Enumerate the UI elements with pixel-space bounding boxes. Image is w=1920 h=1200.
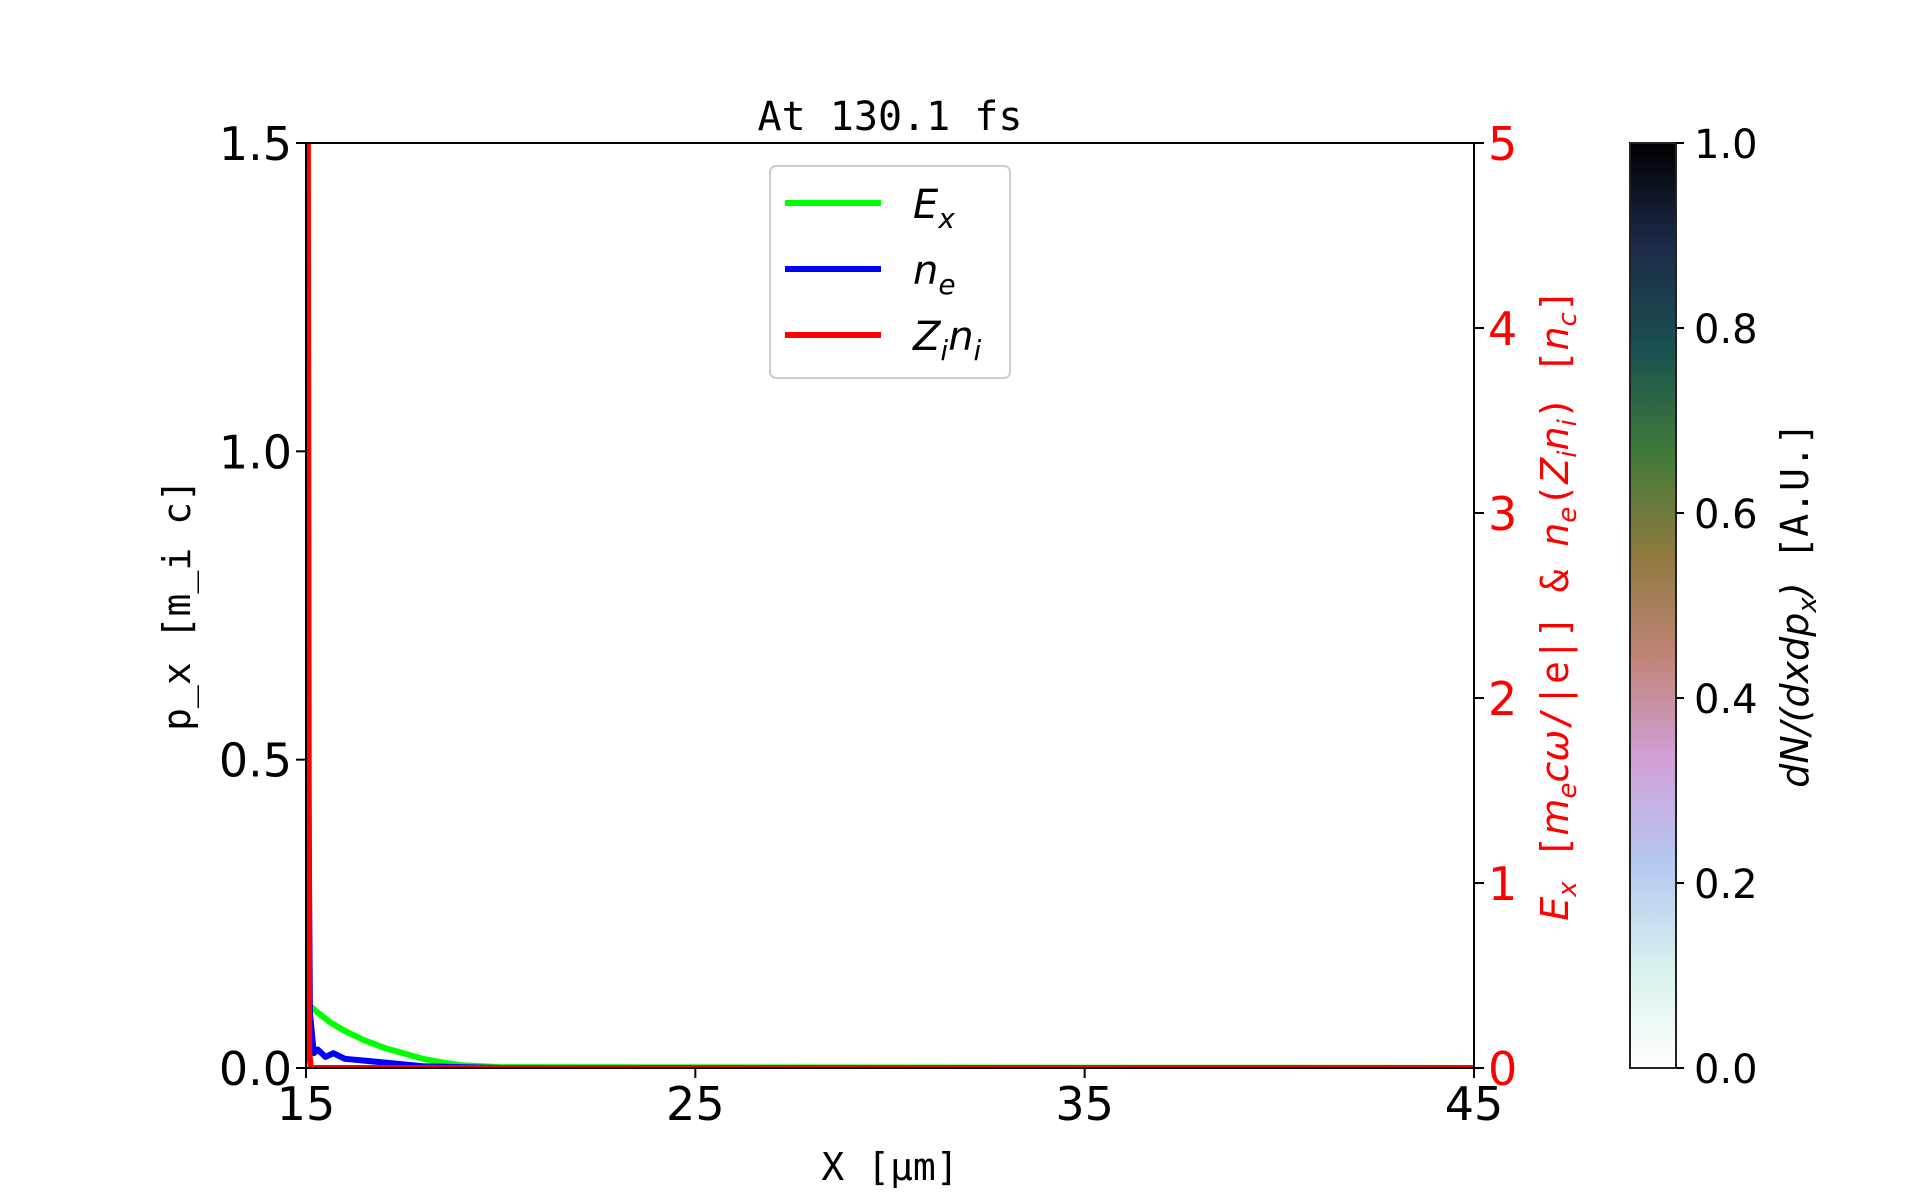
colorbar-tick-label: 0.0 [1694,1047,1758,1093]
colorbar-tick-label: 0.4 [1694,677,1758,723]
series-layer [306,143,1474,1068]
y-right-tick-label: 2 [1488,672,1517,726]
colorbar-tick-label: 0.2 [1694,862,1758,908]
series-line-2 [306,143,1474,1068]
colorbar-tick-label: 0.6 [1694,492,1758,538]
x-tick-label: 15 [277,1077,336,1131]
legend: Ex ne Zini [769,165,1011,379]
x-tick-label: 45 [1445,1077,1504,1131]
x-axis-label: X [μm] [821,1145,958,1189]
y-right-tick-label: 4 [1488,302,1517,356]
y-right-tick-label: 0 [1488,1042,1517,1096]
y-tick-label: 0.5 [219,734,292,788]
colorbar-tick-label: 1.0 [1694,122,1758,168]
series-line-0 [307,1002,1474,1068]
y-right-axis-label: Ex [mecω/|e|] & ne(Zini) [nc] [1533,289,1583,920]
colorbar-label: dN/(dxdpx) [A.U.] [1773,422,1823,787]
y-tick-label: 0.0 [219,1042,292,1096]
y-right-tick-label: 1 [1488,857,1517,911]
y-right-tick-label: 3 [1488,487,1517,541]
colorbar-ticks: 0.0 0.2 0.4 0.6 0.8 1.0 [1676,122,1758,1093]
x-tick-label: 35 [1055,1077,1114,1131]
plot-frame [305,142,1475,1069]
chart-title: At 130.1 fs [758,94,1023,140]
y-right-tick-label: 5 [1488,117,1517,171]
y-tick-label: 1.5 [219,117,292,171]
colorbar [1629,142,1677,1069]
y-tick-label: 1.0 [219,425,292,479]
colorbar-tick-label: 0.8 [1694,307,1758,353]
x-tick-label: 25 [666,1077,725,1131]
y-axis-label: p_x [m_i c] [155,479,200,731]
